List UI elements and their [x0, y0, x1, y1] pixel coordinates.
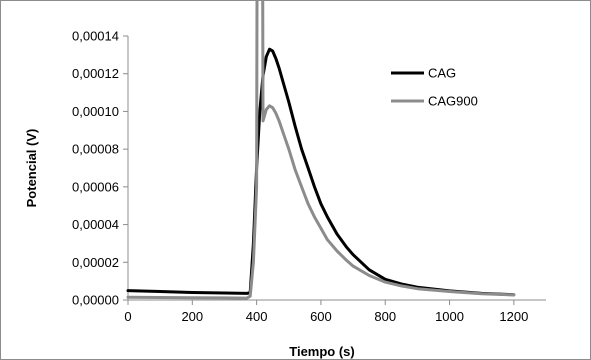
y-axis-ticks: 0,00000 0,00002 0,00004 0,00006 0,00008 0,000…: [72, 29, 128, 308]
x-axis-title: Tiempo (s): [289, 344, 355, 359]
series-lines: [128, 0, 514, 298]
x-tick-label: 1200: [499, 309, 528, 324]
y-tick-label: 0,00004: [72, 217, 119, 232]
y-tick-label: 0,00012: [72, 66, 119, 81]
y-axis-title: Potencial (V): [24, 129, 39, 208]
legend: CAG CAG900: [391, 66, 478, 109]
x-tick-label: 0: [124, 309, 131, 324]
x-tick-label: 600: [310, 309, 332, 324]
legend-label-cag: CAG: [428, 66, 456, 81]
y-tick-label: 0,00010: [72, 104, 119, 119]
series-line-cag: [128, 49, 514, 295]
x-tick-label: 200: [181, 309, 203, 324]
y-tick-label: 0,00002: [72, 255, 119, 270]
x-axis-ticks: 0 200 400 600 800 1000 1200: [124, 300, 528, 324]
y-tick-label: 0,00014: [72, 29, 119, 44]
series-line-cag900: [128, 0, 514, 298]
legend-label-cag900: CAG900: [428, 94, 478, 109]
y-tick-label: 0,00008: [72, 142, 119, 157]
y-tick-label: 0,00006: [72, 179, 119, 194]
x-tick-label: 800: [374, 309, 396, 324]
y-tick-label: 0,00000: [72, 293, 119, 308]
axes: [128, 36, 546, 300]
x-tick-label: 1000: [435, 309, 464, 324]
x-tick-label: 400: [246, 309, 268, 324]
